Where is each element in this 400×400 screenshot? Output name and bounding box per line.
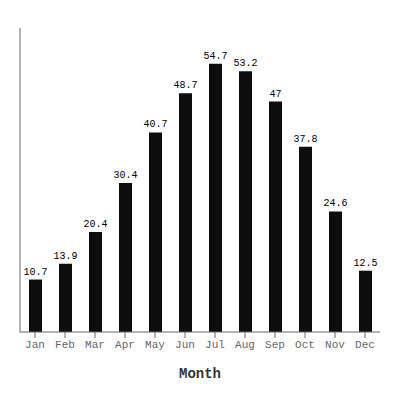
svg-text:Jul: Jul [205,339,225,351]
svg-text:Sep: Sep [265,339,285,351]
svg-text:37.8: 37.8 [293,134,317,145]
svg-text:30.4: 30.4 [113,170,137,181]
svg-text:Jan: Jan [25,339,45,351]
svg-text:10.7: 10.7 [23,267,47,278]
svg-text:12.5: 12.5 [353,258,377,269]
svg-text:53.2: 53.2 [233,58,257,69]
svg-text:Aug: Aug [235,339,255,351]
svg-text:13.9: 13.9 [53,251,77,262]
svg-text:Mar: Mar [85,339,105,351]
svg-text:Feb: Feb [55,339,75,351]
svg-text:40.7: 40.7 [143,119,167,130]
svg-text:May: May [145,339,165,351]
svg-text:48.7: 48.7 [173,80,197,91]
svg-text:Jun: Jun [175,339,195,351]
svg-text:24.6: 24.6 [323,198,347,209]
svg-text:47: 47 [269,89,281,100]
svg-text:Apr: Apr [115,339,135,351]
svg-text:20.4: 20.4 [83,219,107,230]
svg-text:Month: Month [179,366,221,382]
svg-text:Oct: Oct [295,339,315,351]
svg-text:Dec: Dec [355,339,375,351]
svg-text:Nov: Nov [325,339,345,351]
svg-text:54.7: 54.7 [203,51,227,62]
